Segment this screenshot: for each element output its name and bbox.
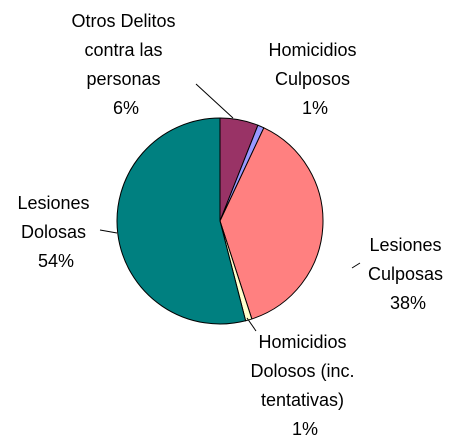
label-homicidios-dolosos-line2: Dolosos (inc. [250,361,354,381]
label-homicidios-dolosos-line3: tentativas) [261,390,344,410]
label-homicidios-dolosos: Homicidios Dolosos (inc. tentativas) 1% [250,332,359,439]
label-lesiones-culposas-line2: Culposas [368,264,443,284]
pie-slice-2 [219,127,324,320]
label-lesiones-dolosas-pct: 54% [38,251,74,271]
leader-lines [99,83,361,332]
label-otros-delitos-line2: contra las [84,40,162,60]
pie-slice-4 [116,117,247,325]
label-homicidios-dolosos-pct: 1% [292,419,318,439]
label-lesiones-dolosas-line2: Dolosas [21,222,86,242]
label-lesiones-culposas: Lesiones Culposas 38% [368,235,448,313]
label-otros-delitos: Otros Delitos contra las personas 6% [71,11,180,118]
label-homicidios-culposos-pct: 1% [302,98,328,118]
label-lesiones-culposas-pct: 38% [390,293,426,313]
label-homicidios-culposos: Homicidios Culposos 1% [268,40,361,118]
leader-line-lesiones-culposas [351,262,361,269]
label-lesiones-dolosas: Lesiones Dolosas 54% [17,193,94,271]
label-lesiones-culposas-line1: Lesiones [369,235,441,255]
leader-line-homicidios-dolosos [246,317,257,332]
leader-line-otros-delitos [195,83,234,119]
label-otros-delitos-pct: 6% [113,98,139,118]
label-lesiones-dolosas-line1: Lesiones [17,193,89,213]
label-otros-delitos-line1: Otros Delitos [71,11,175,31]
label-homicidios-dolosos-line1: Homicidios [258,332,346,352]
label-homicidios-culposos-line2: Culposos [275,69,350,89]
label-otros-delitos-line3: personas [86,69,160,89]
leader-line-lesiones-dolosas [99,229,118,234]
label-homicidios-culposos-line1: Homicidios [268,40,356,60]
pie-slices [116,117,324,325]
